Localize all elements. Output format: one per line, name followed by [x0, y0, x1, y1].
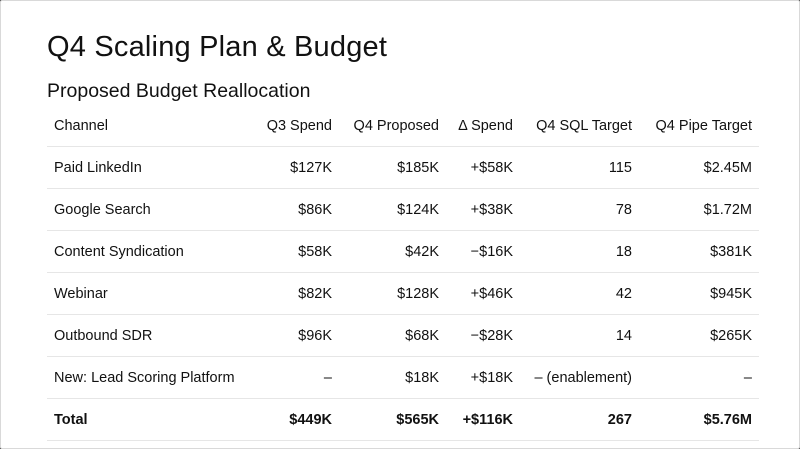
- cell-channel: Webinar: [47, 272, 247, 315]
- total-q4-proposed: $565K: [339, 398, 446, 441]
- cell-q3-spend: $96K: [247, 314, 339, 357]
- table-row: Webinar $82K $128K +$46K 42 $945K: [47, 272, 759, 315]
- cell-q4-proposed: $128K: [339, 272, 446, 315]
- budget-table: Channel Q3 Spend Q4 Proposed Δ Spend Q4 …: [47, 105, 759, 441]
- cell-q4-pipe-target: $1.72M: [639, 188, 759, 231]
- table-row: New: Lead Scoring Platform – $18K +$18K …: [47, 356, 759, 399]
- table-row: Content Syndication $58K $42K −$16K 18 $…: [47, 230, 759, 273]
- cell-channel: Outbound SDR: [47, 314, 247, 357]
- cell-delta-spend: −$28K: [446, 314, 520, 357]
- cell-q4-pipe-target: $2.45M: [639, 146, 759, 189]
- cell-q4-sql-target: – (enablement): [520, 356, 639, 399]
- cell-q4-sql-target: 115: [520, 146, 639, 189]
- cell-q4-pipe-target: $381K: [639, 230, 759, 273]
- cell-delta-spend: +$18K: [446, 356, 520, 399]
- cell-delta-spend: −$16K: [446, 230, 520, 273]
- total-delta-spend: +$116K: [446, 398, 520, 441]
- cell-q4-proposed: $18K: [339, 356, 446, 399]
- slide-title: Q4 Scaling Plan & Budget: [47, 31, 388, 63]
- cell-q4-sql-target: 42: [520, 272, 639, 315]
- cell-delta-spend: +$46K: [446, 272, 520, 315]
- cell-channel: Google Search: [47, 188, 247, 231]
- cell-channel: New: Lead Scoring Platform: [47, 356, 247, 399]
- cell-q4-sql-target: 18: [520, 230, 639, 273]
- table-row: Outbound SDR $96K $68K −$28K 14 $265K: [47, 314, 759, 357]
- cell-q4-pipe-target: $265K: [639, 314, 759, 357]
- cell-channel: Content Syndication: [47, 230, 247, 273]
- cell-q3-spend: $86K: [247, 188, 339, 231]
- cell-q4-proposed: $42K: [339, 230, 446, 273]
- cell-q4-pipe-target: –: [639, 356, 759, 399]
- cell-q4-pipe-target: $945K: [639, 272, 759, 315]
- header-q4-sql-target: Q4 SQL Target: [520, 105, 639, 147]
- cell-q4-proposed: $185K: [339, 146, 446, 189]
- total-q4-sql-target: 267: [520, 398, 639, 441]
- total-q3-spend: $449K: [247, 398, 339, 441]
- cell-q3-spend: –: [247, 356, 339, 399]
- cell-q3-spend: $127K: [247, 146, 339, 189]
- slide-subtitle: Proposed Budget Reallocation: [47, 80, 311, 102]
- table-row: Paid LinkedIn $127K $185K +$58K 115 $2.4…: [47, 146, 759, 189]
- cell-q3-spend: $58K: [247, 230, 339, 273]
- cell-q4-proposed: $68K: [339, 314, 446, 357]
- cell-q4-proposed: $124K: [339, 188, 446, 231]
- header-q4-pipe-target: Q4 Pipe Target: [639, 105, 759, 147]
- cell-q4-sql-target: 14: [520, 314, 639, 357]
- cell-q3-spend: $82K: [247, 272, 339, 315]
- cell-channel: Paid LinkedIn: [47, 146, 247, 189]
- total-q4-pipe-target: $5.76M: [639, 398, 759, 441]
- header-q4-proposed: Q4 Proposed: [339, 105, 446, 147]
- cell-delta-spend: +$58K: [446, 146, 520, 189]
- total-label: Total: [47, 398, 247, 441]
- table-total-row: Total $449K $565K +$116K 267 $5.76M: [47, 398, 759, 441]
- header-channel: Channel: [47, 105, 247, 147]
- header-delta-spend: Δ Spend: [446, 105, 520, 147]
- cell-delta-spend: +$38K: [446, 188, 520, 231]
- table-row: Google Search $86K $124K +$38K 78 $1.72M: [47, 188, 759, 231]
- header-q3-spend: Q3 Spend: [247, 105, 339, 147]
- cell-q4-sql-target: 78: [520, 188, 639, 231]
- table-header-row: Channel Q3 Spend Q4 Proposed Δ Spend Q4 …: [47, 105, 759, 147]
